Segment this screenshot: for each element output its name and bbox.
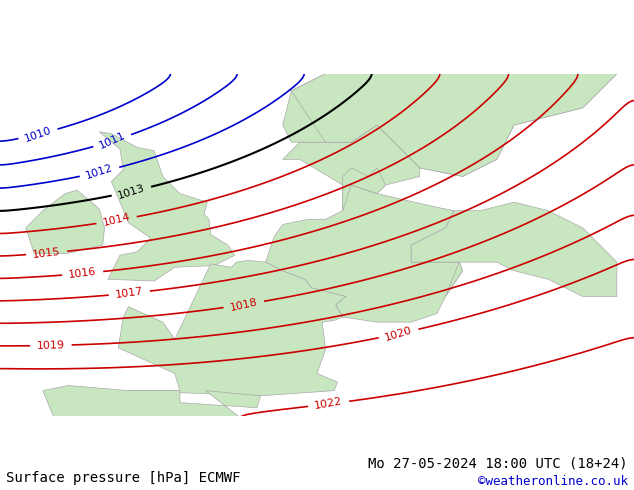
Text: 1010: 1010 xyxy=(23,125,53,144)
Text: 1018: 1018 xyxy=(229,296,259,313)
Text: Surface pressure [hPa] ECMWF: Surface pressure [hPa] ECMWF xyxy=(6,471,241,485)
Text: 1020: 1020 xyxy=(384,325,413,343)
Text: Mo 27-05-2024 18:00 UTC (18+24): Mo 27-05-2024 18:00 UTC (18+24) xyxy=(368,456,628,470)
Text: 1012: 1012 xyxy=(85,163,115,181)
Text: Surface pressure [hPa] ECMWF: Surface pressure [hPa] ECMWF xyxy=(6,471,241,485)
Text: Mo 27-05-2024 18:00 UTC (18+24): Mo 27-05-2024 18:00 UTC (18+24) xyxy=(368,456,628,470)
Text: 1019: 1019 xyxy=(37,340,65,351)
Text: 1017: 1017 xyxy=(115,286,144,300)
Text: ©weatheronline.co.uk: ©weatheronline.co.uk xyxy=(477,472,628,485)
Text: ©weatheronline.co.uk: ©weatheronline.co.uk xyxy=(477,474,628,488)
Text: 1011: 1011 xyxy=(98,131,127,151)
Text: 1014: 1014 xyxy=(102,212,131,228)
Text: 1016: 1016 xyxy=(68,267,97,280)
Text: 1022: 1022 xyxy=(314,396,344,411)
Text: 1013: 1013 xyxy=(117,182,146,200)
Text: 1015: 1015 xyxy=(32,246,61,260)
